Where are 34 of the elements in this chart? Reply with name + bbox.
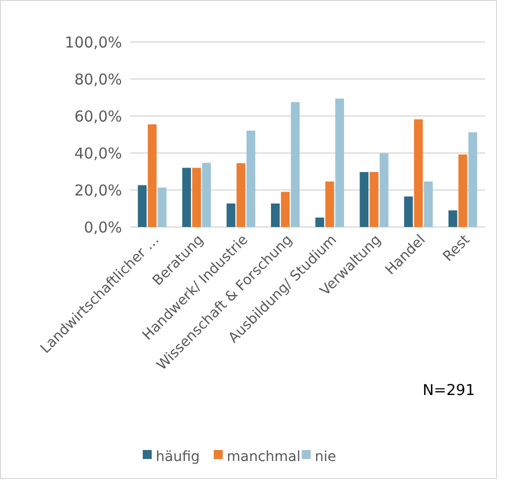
y-tick-label: 60,0% — [74, 107, 122, 126]
bar — [270, 204, 280, 227]
bar — [158, 188, 167, 227]
bar — [448, 210, 458, 227]
bar — [290, 102, 300, 227]
bar — [315, 218, 324, 227]
y-tick-label: 80,0% — [74, 70, 122, 88]
legend-label: häufig — [156, 448, 200, 465]
bar — [182, 168, 191, 227]
bar — [458, 154, 468, 227]
text: N=291 — [422, 381, 475, 399]
bar — [192, 168, 201, 227]
bar — [236, 163, 246, 227]
bar — [404, 196, 413, 227]
bar — [138, 185, 147, 227]
bar — [226, 204, 236, 227]
legend-label: nie — [314, 448, 336, 465]
bar — [325, 181, 334, 227]
bar — [468, 132, 478, 227]
bar — [424, 181, 433, 227]
bar — [370, 172, 378, 227]
bar — [414, 119, 423, 227]
bar — [360, 172, 368, 227]
bar — [380, 153, 388, 227]
bar — [148, 124, 157, 227]
bar — [280, 192, 290, 227]
y-tick-label: 100,0% — [64, 33, 122, 52]
y-tick-label: 40,0% — [74, 144, 122, 162]
bar — [335, 98, 344, 227]
y-tick-label: 0,0% — [84, 218, 122, 236]
bar — [202, 162, 211, 227]
bar — [246, 130, 256, 227]
legend-label: manchmal — [226, 448, 301, 465]
y-tick-label: 20,0% — [74, 181, 122, 200]
